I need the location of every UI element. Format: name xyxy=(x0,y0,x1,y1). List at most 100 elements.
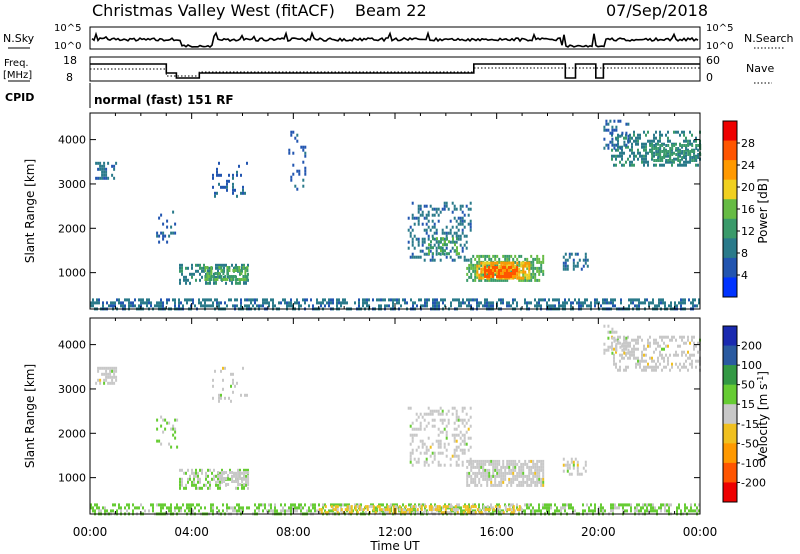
data-cell xyxy=(412,229,414,232)
data-cell xyxy=(183,279,185,282)
data-cell xyxy=(558,298,560,301)
data-cell xyxy=(456,413,458,416)
data-cell xyxy=(655,366,657,369)
data-cell xyxy=(345,508,347,511)
data-cell xyxy=(128,298,130,301)
data-cell xyxy=(416,413,418,416)
data-cell xyxy=(274,304,276,307)
data-cell xyxy=(192,503,194,506)
data-cell xyxy=(414,247,416,250)
data-cell xyxy=(262,301,264,304)
data-cell xyxy=(538,506,540,509)
data-cell xyxy=(298,173,300,176)
data-cell xyxy=(466,267,468,270)
data-cell xyxy=(421,505,423,508)
data-cell xyxy=(625,123,627,126)
data-cell xyxy=(681,144,683,147)
data-cell xyxy=(550,304,552,307)
data-cell xyxy=(418,416,420,419)
data-cell xyxy=(238,266,240,269)
data-cell xyxy=(624,509,626,512)
data-cell xyxy=(630,509,632,512)
data-cell xyxy=(645,155,647,158)
data-cell xyxy=(675,354,677,357)
data-cell xyxy=(318,503,320,506)
data-cell xyxy=(583,467,585,470)
data-cell xyxy=(464,244,466,247)
data-cell xyxy=(196,503,198,506)
data-cell xyxy=(628,298,630,301)
data-cell xyxy=(480,472,482,475)
data-cell xyxy=(344,298,346,301)
data-cell xyxy=(687,369,689,372)
data-cell xyxy=(573,259,575,262)
data-cell xyxy=(645,360,647,363)
data-cell xyxy=(476,301,478,304)
data-cell xyxy=(504,475,506,478)
data-cell xyxy=(468,463,470,466)
data-cell xyxy=(613,337,615,340)
data-cell xyxy=(645,146,647,149)
data-cell xyxy=(510,478,512,481)
data-cell xyxy=(238,509,240,512)
data-cell xyxy=(464,214,466,217)
data-cell xyxy=(564,298,566,301)
data-cell xyxy=(660,503,662,506)
data-cell xyxy=(615,138,617,141)
data-cell xyxy=(438,304,440,307)
data-cell xyxy=(649,140,651,143)
data-cell xyxy=(428,407,430,410)
data-cell xyxy=(245,484,247,487)
data-cell xyxy=(512,481,514,484)
data-cell xyxy=(500,466,502,469)
data-cell xyxy=(156,419,158,422)
data-cell xyxy=(246,506,248,509)
data-cell xyxy=(414,217,416,220)
data-cell xyxy=(498,298,500,301)
data-cell xyxy=(146,301,148,304)
data-cell xyxy=(665,134,667,137)
data-cell xyxy=(438,240,440,243)
data-cell xyxy=(162,235,164,238)
data-cell xyxy=(422,214,424,217)
data-cell xyxy=(164,503,166,506)
data-cell xyxy=(665,354,667,357)
data-cell xyxy=(516,269,518,272)
data-cell xyxy=(290,131,292,134)
data-cell xyxy=(218,183,220,186)
data-cell xyxy=(172,211,174,214)
data-cell xyxy=(434,214,436,217)
colorbar-tick-label: 4 xyxy=(741,269,748,282)
data-cell xyxy=(238,503,240,506)
data-cell xyxy=(567,464,569,467)
data-cell xyxy=(228,269,230,272)
data-cell xyxy=(683,363,685,366)
data-cell xyxy=(219,487,221,490)
data-cell xyxy=(288,304,290,307)
data-cell xyxy=(103,177,105,180)
data-cell xyxy=(245,471,247,474)
data-cell xyxy=(611,337,613,340)
data-cell xyxy=(617,336,619,339)
data-cell xyxy=(651,357,653,360)
data-cell xyxy=(365,505,367,508)
data-cell xyxy=(241,487,243,490)
data-cell xyxy=(634,298,636,301)
data-cell xyxy=(502,301,504,304)
data-cell xyxy=(482,472,484,475)
data-cell xyxy=(484,469,486,472)
data-cell xyxy=(486,275,488,278)
data-cell xyxy=(692,298,694,301)
data-cell xyxy=(691,339,693,342)
data-cell xyxy=(688,298,690,301)
data-cell xyxy=(492,463,494,466)
data-cell xyxy=(172,298,174,301)
data-cell xyxy=(660,509,662,512)
data-cell xyxy=(410,443,412,446)
data-cell xyxy=(452,240,454,243)
data-cell xyxy=(569,473,571,476)
data-cell xyxy=(540,267,542,270)
data-cell xyxy=(683,150,685,153)
data-cell xyxy=(617,340,619,343)
data-cell xyxy=(426,449,428,452)
